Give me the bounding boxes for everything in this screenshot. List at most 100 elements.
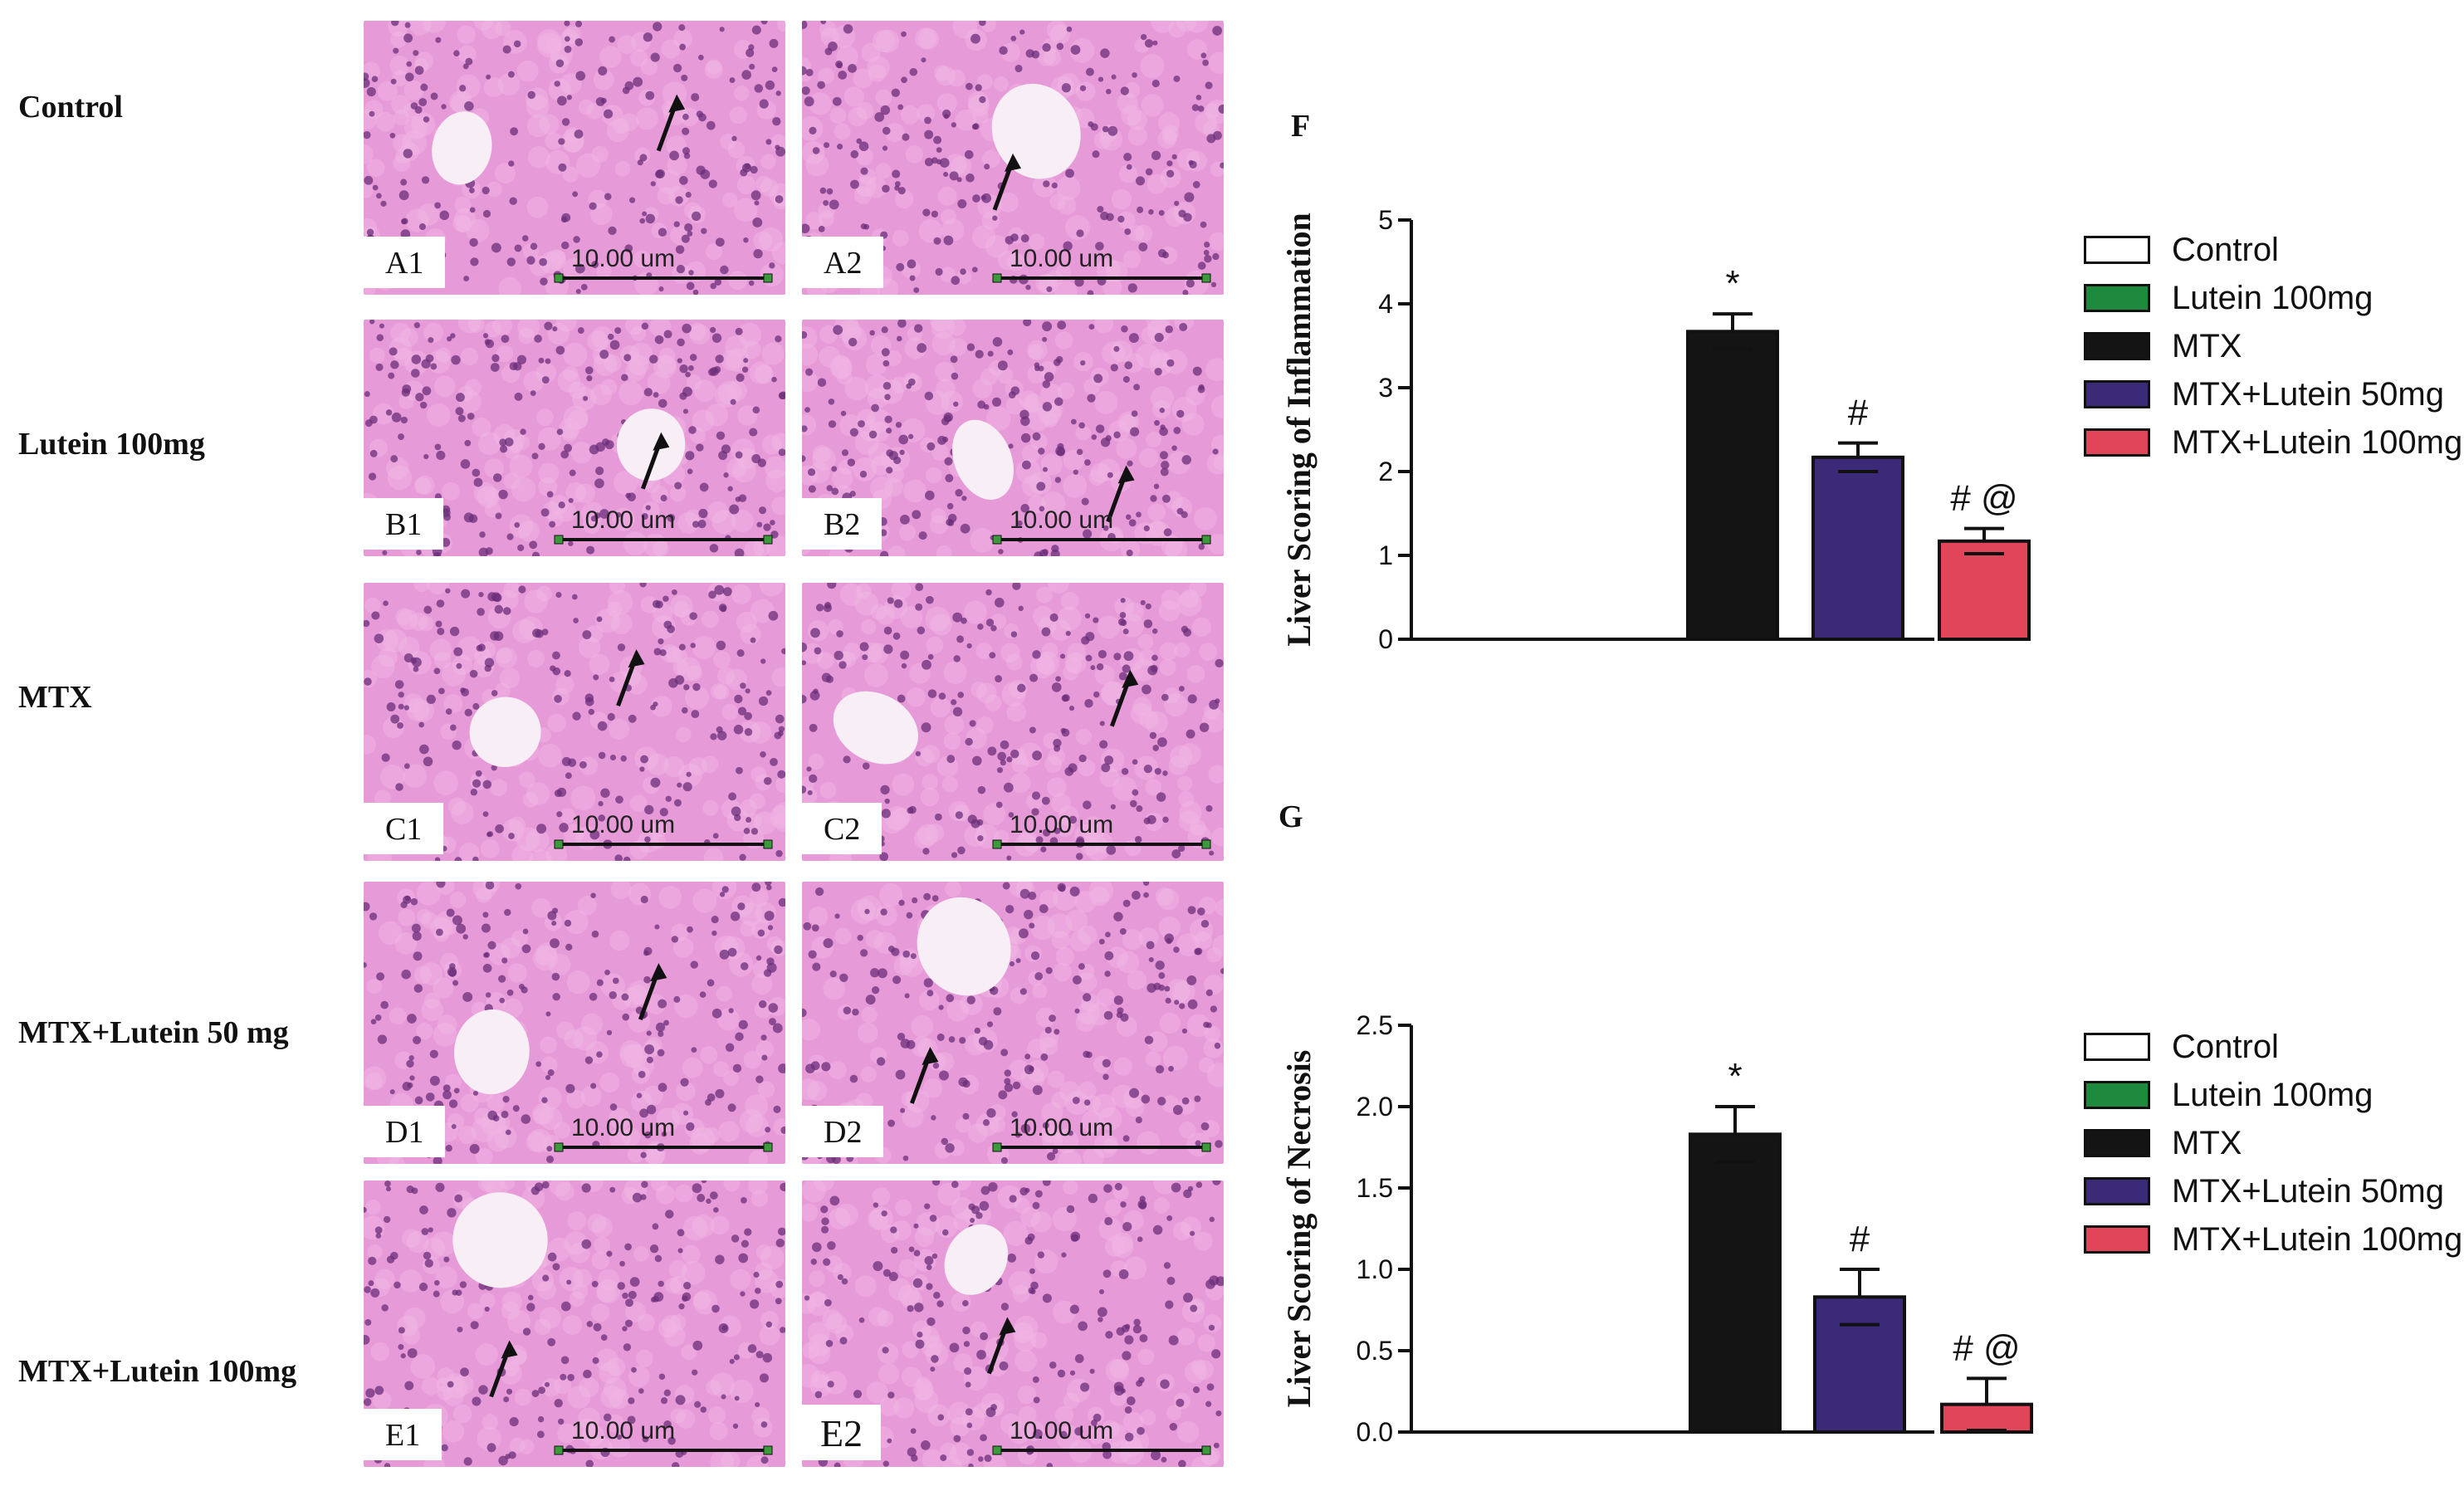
scale-bar [554, 535, 773, 545]
annotation-arrow [992, 153, 1022, 211]
panel-id-label: B2 [802, 498, 882, 550]
row-label-control: Control [18, 90, 123, 125]
legend-item: Control [2084, 1023, 2462, 1071]
legend-swatch [2084, 1033, 2150, 1061]
legend-label: MTX+Lutein 100mg [2172, 423, 2463, 461]
bar [1689, 1132, 1782, 1434]
legend-label: MTX+Lutein 50mg [2172, 1172, 2444, 1210]
panel-id-label: D2 [802, 1106, 884, 1157]
legend-label: MTX [2172, 1124, 2242, 1161]
panel-id-label: C1 [364, 803, 444, 854]
legend-swatch [2084, 380, 2150, 408]
histology-panel: 10.00 um B2 [802, 320, 1224, 556]
error-bar [1840, 1268, 1880, 1327]
legend-swatch [2084, 1129, 2150, 1157]
legend-label: Control [2172, 231, 2279, 268]
scale-bar-label: 10.00 um [1010, 811, 1114, 838]
tissue-image [364, 21, 785, 295]
legend-label: MTX [2172, 327, 2242, 364]
panel-id-label: E2 [802, 1405, 882, 1460]
legend-swatch [2084, 332, 2150, 360]
scale-bar-label: 10.00 um [571, 811, 676, 838]
y-tick-label: 0.0 [1357, 1417, 1393, 1447]
histology-panel: 10.00 um B1 [364, 320, 785, 556]
legend-item: MTX+Lutein 100mg [2084, 1215, 2462, 1264]
histology-panel: 10.00 um A1 [364, 21, 785, 295]
significance-label: # @ [1953, 1327, 2020, 1368]
legend-item: Lutein 100mg [2084, 274, 2462, 322]
y-axis-label: Liver Scoring of Inflammation [1280, 213, 1318, 647]
scale-bar [554, 1142, 773, 1152]
annotation-arrow [656, 94, 686, 152]
scale-bar [992, 1445, 1211, 1455]
scale-bar-label: 10.00 um [571, 245, 676, 272]
error-bar [1967, 1376, 2007, 1433]
legend-label: MTX+Lutein 100mg [2172, 1220, 2463, 1258]
y-tick-label: 4 [1378, 289, 1393, 319]
chart-inflammation: 0 1 2 3 4 5 Liver Scoring of Inflammation * # # @ [1280, 205, 2031, 654]
significance-label: # [1848, 393, 1869, 433]
scale-bar [992, 535, 1211, 545]
error-bar [1713, 312, 1753, 351]
y-tick-label: 2 [1378, 457, 1393, 486]
legend-item: Control [2084, 226, 2462, 274]
significance-label: * [1728, 1056, 1742, 1097]
legend-inflammation: Control Lutein 100mg MTX MTX+Lutein 50mg MTX… [2084, 226, 2462, 467]
scale-bar [554, 273, 773, 283]
tissue-image [364, 320, 785, 556]
significance-label: # [1850, 1219, 1870, 1259]
legend-item: Lutein 100mg [2084, 1071, 2462, 1119]
significance-label: * [1725, 263, 1739, 304]
scale-bar-label: 10.00 um [1010, 506, 1114, 534]
error-bar [1964, 526, 2004, 555]
significance-label: # @ [1950, 478, 2017, 519]
tissue-image [802, 583, 1224, 861]
y-axis-label: Liver Scoring of Necrosis [1280, 1050, 1318, 1408]
panel-id-label: D1 [364, 1106, 446, 1157]
legend-item: MTX+Lutein 50mg [2084, 370, 2462, 418]
row-label-mtx: MTX [18, 680, 92, 715]
panel-id-label: A2 [802, 237, 884, 288]
histology-panel: 10.00 um A2 [802, 21, 1224, 295]
scale-bar [992, 839, 1211, 849]
y-tick-label: 0.5 [1357, 1336, 1393, 1366]
scale-bar-label: 10.00 um [571, 1417, 676, 1444]
panel-id-label: E1 [364, 1409, 442, 1460]
bar [1940, 1402, 2033, 1434]
legend-necrosis: Control Lutein 100mg MTX MTX+Lutein 50mg MTX… [2084, 1023, 2462, 1264]
chart-necrosis: 0.0 0.5 1.0 1.5 2.0 2.5 Liver Scoring of Necro… [1280, 1010, 2033, 1447]
y-tick-label: 2.0 [1357, 1092, 1393, 1122]
annotation-arrow [910, 1047, 939, 1104]
legend-swatch [2084, 428, 2150, 457]
scale-bar [992, 273, 1211, 283]
legend-swatch [2084, 1225, 2150, 1254]
row-label-mtx-lutein-50: MTX+Lutein 50 mg [18, 1015, 289, 1050]
row-label-lutein-100mg: Lutein 100mg [18, 427, 205, 462]
legend-swatch [2084, 1081, 2150, 1109]
legend-item: MTX [2084, 322, 2462, 370]
histology-panel: 10.00 um D1 [364, 882, 785, 1164]
y-tick-label: 3 [1378, 373, 1393, 403]
panel-id-label: B1 [364, 498, 444, 550]
legend-label: Lutein 100mg [2172, 279, 2374, 316]
histology-panel: 10.00 um C1 [364, 583, 785, 861]
legend-item: MTX+Lutein 100mg [2084, 418, 2462, 467]
annotation-arrow [638, 963, 667, 1020]
legend-item: MTX [2084, 1119, 2462, 1167]
scale-bar-label: 10.00 um [571, 506, 676, 534]
legend-swatch [2084, 284, 2150, 312]
legend-label: Control [2172, 1028, 2279, 1065]
bar [1686, 330, 1779, 642]
legend-item: MTX+Lutein 50mg [2084, 1167, 2462, 1215]
annotation-arrow [987, 1317, 1016, 1375]
scale-bar [554, 1445, 773, 1455]
scale-bar-label: 10.00 um [1010, 245, 1114, 272]
chart-letter-f: F [1291, 109, 1311, 144]
bar [1813, 1295, 1906, 1434]
y-tick-label: 0 [1378, 624, 1393, 654]
y-tick-label: 1.5 [1357, 1173, 1393, 1203]
bar [1811, 455, 1904, 641]
legend-label: Lutein 100mg [2172, 1076, 2374, 1113]
bar [1938, 539, 2031, 641]
annotation-arrow [640, 432, 670, 490]
